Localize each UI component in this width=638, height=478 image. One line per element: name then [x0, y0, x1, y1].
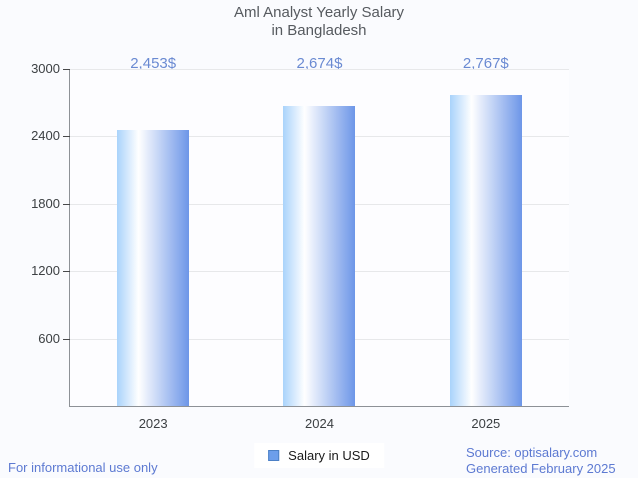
y-axis-tick-label: 3000: [31, 61, 60, 76]
y-axis-tick-mark: [63, 136, 70, 138]
x-axis-label: 2025: [471, 416, 501, 431]
bar: [283, 105, 356, 406]
y-axis-tick-label: 1800: [31, 195, 60, 211]
source-info: Source: optisalary.com Generated Februar…: [466, 445, 616, 477]
source-text: Source: optisalary.com: [466, 445, 598, 460]
legend: Salary in USD: [254, 443, 384, 468]
legend-marker-icon: [268, 450, 280, 461]
bar-value-label: 2,674$: [296, 55, 343, 72]
plot-area: [69, 69, 569, 407]
bar: [117, 130, 190, 406]
bar-value-label: 2,767$: [462, 55, 509, 72]
y-axis-tick-mark: [63, 69, 70, 70]
disclaimer-text: For informational use only: [8, 460, 158, 475]
bar-column: [403, 69, 569, 406]
y-axis-tick-label: 1200: [31, 263, 60, 279]
value-labels-row: 2,453$ 2,674$ 2,767$: [70, 55, 569, 72]
bars-container: [70, 69, 569, 406]
generated-text: Generated February 2025: [466, 461, 616, 476]
bar-value-label: 2,453$: [130, 55, 177, 72]
gridline: [70, 69, 569, 70]
y-axis-tick-mark: [63, 271, 70, 273]
x-axis-labels: 2023 2024 2025: [70, 416, 569, 431]
y-axis-tick-label: 600: [38, 330, 60, 346]
y-axis-tick-mark: [63, 338, 70, 340]
bar-column: [70, 69, 236, 406]
chart-title-line1: Aml Analyst Yearly Salary: [233, 4, 405, 21]
bar-column: [236, 69, 402, 406]
chart-title-line2: in Bangladesh: [271, 22, 367, 39]
legend-label: Salary in USD: [288, 448, 370, 463]
x-axis-label: 2023: [138, 416, 168, 431]
y-axis-tick-mark: [63, 203, 70, 205]
chart-title: Aml Analyst Yearly Salary in Bangladesh: [0, 4, 638, 40]
y-axis-tick-label: 2400: [31, 128, 60, 144]
x-axis-label: 2024: [305, 416, 334, 431]
bar: [449, 95, 522, 406]
